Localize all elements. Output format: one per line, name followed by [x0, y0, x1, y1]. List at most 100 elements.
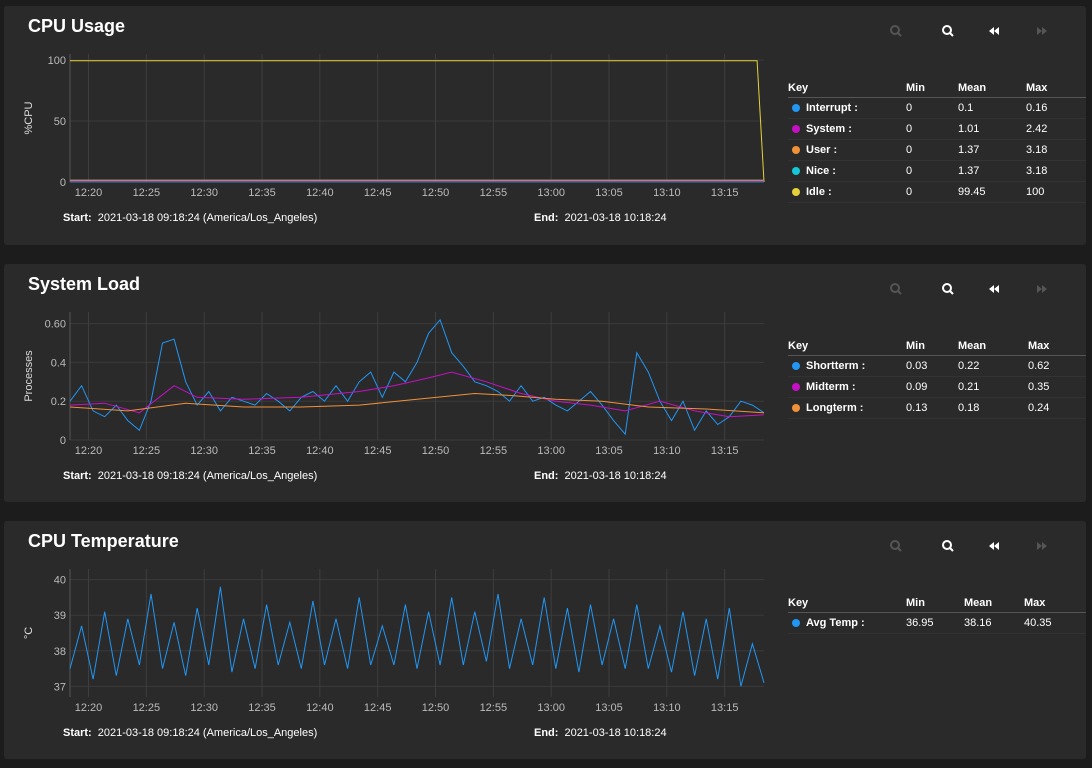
- end-value: 2021-03-18 10:18:24: [564, 212, 667, 224]
- legend-row[interactable]: Shortterm : 0.03 0.22 0.62: [788, 355, 1086, 377]
- rewind-button[interactable]: [982, 20, 1006, 42]
- y-tick-label: 0: [60, 435, 66, 447]
- y-tick-label: 0.60: [45, 319, 66, 331]
- legend-key: Longterm :: [806, 402, 864, 414]
- end-info: End: 2021-03-18 10:18:24: [534, 470, 667, 482]
- x-tick-label: 13:10: [653, 187, 681, 199]
- x-tick-label: 12:45: [364, 702, 392, 714]
- series-line: [70, 60, 765, 183]
- zoom-out-button[interactable]: [936, 20, 960, 42]
- cpu-temperature-chart[interactable]: °C 37 38 39 40 12:20 12:25 12:30 12:35 12:40 12:45…: [18, 565, 778, 717]
- x-tick-label: 12:30: [190, 445, 218, 457]
- legend-row[interactable]: User : 0 1.37 3.18: [788, 139, 1086, 161]
- legend-key: Nice :: [806, 165, 836, 177]
- cpu-usage-panel: CPU Usage %CPU 0 50 100 12:20 12:25 12:30 12:35…: [4, 6, 1086, 245]
- legend-row[interactable]: Idle : 0 99.45 100: [788, 181, 1086, 203]
- x-tick-label: 13:10: [653, 702, 681, 714]
- panel-title: CPU Usage: [28, 16, 126, 36]
- legend-key: Shortterm :: [806, 360, 866, 372]
- start-label: Start:: [63, 212, 92, 224]
- legend-min: 0.09: [906, 376, 958, 398]
- rewind-icon: [989, 285, 999, 293]
- zoom-out-button[interactable]: [936, 535, 960, 557]
- fast-forward-icon: [1037, 285, 1047, 293]
- cpu-usage-chart[interactable]: %CPU 0 50 100 12:20 12:25 12:30 12:35 12:40 12:45…: [18, 50, 778, 202]
- x-tick-label: 13:15: [711, 187, 739, 199]
- zoom-in-button[interactable]: [884, 278, 908, 300]
- rewind-button[interactable]: [982, 535, 1006, 557]
- legend-key: User :: [806, 144, 838, 156]
- legend-max: 0.62: [1028, 355, 1086, 377]
- legend-mean: 0.1: [958, 97, 1026, 119]
- legend-mean: 99.45: [958, 181, 1026, 203]
- x-tick-label: 13:10: [653, 445, 681, 457]
- legend-key-cell: Avg Temp :: [788, 612, 906, 634]
- legend-row[interactable]: Longterm : 0.13 0.18 0.24: [788, 397, 1086, 419]
- legend-row[interactable]: Avg Temp : 36.95 38.16 40.35: [788, 612, 1086, 634]
- legend-header-min: Min: [906, 79, 958, 98]
- legend-row[interactable]: System : 0 1.01 2.42: [788, 118, 1086, 140]
- legend-min: 0: [906, 181, 958, 203]
- fast-forward-button[interactable]: [1030, 20, 1054, 42]
- x-tick-label: 12:55: [480, 445, 508, 457]
- legend-header-key: Key: [788, 79, 906, 98]
- series-dot-icon: [792, 146, 800, 154]
- legend-row[interactable]: Nice : 0 1.37 3.18: [788, 160, 1086, 182]
- x-tick-label: 12:50: [422, 445, 450, 457]
- series-dot-icon: [792, 167, 800, 175]
- legend-mean: 1.37: [958, 160, 1026, 182]
- legend-mean: 0.21: [958, 376, 1028, 398]
- x-tick-label: 13:05: [595, 445, 623, 457]
- legend-max: 2.42: [1026, 118, 1086, 140]
- legend-min: 0.13: [906, 397, 958, 419]
- start-label: Start:: [63, 727, 92, 739]
- legend-key-cell: Interrupt :: [788, 97, 906, 119]
- legend-mean: 1.37: [958, 139, 1026, 161]
- legend-key: System :: [806, 123, 852, 135]
- y-tick-label: 0.4: [51, 357, 66, 369]
- legend-min: 0: [906, 160, 958, 182]
- x-tick-label: 12:55: [480, 702, 508, 714]
- rewind-button[interactable]: [982, 278, 1006, 300]
- zoom-in-button[interactable]: [884, 535, 908, 557]
- x-tick-label: 13:05: [595, 702, 623, 714]
- y-axis-label: °C: [23, 627, 35, 639]
- series-line: [69, 371, 765, 418]
- x-tick-label: 12:50: [422, 702, 450, 714]
- legend-header-mean: Mean: [958, 79, 1026, 98]
- x-tick-label: 12:20: [75, 187, 103, 199]
- legend-row[interactable]: Interrupt : 0 0.1 0.16: [788, 97, 1086, 119]
- zoom-in-button[interactable]: [884, 20, 908, 42]
- end-value: 2021-03-18 10:18:24: [564, 727, 667, 739]
- legend-min: 0: [906, 118, 958, 140]
- end-label: End:: [534, 727, 559, 739]
- start-info: Start: 2021-03-18 09:18:24 (America/Los_A…: [63, 727, 317, 739]
- panel-title: CPU Temperature: [28, 531, 179, 551]
- series-dot-icon: [792, 188, 800, 196]
- legend-key-cell: Shortterm :: [788, 355, 906, 377]
- start-value: 2021-03-18 09:18:24 (America/Los_Angeles…: [97, 727, 318, 739]
- zoom-out-icon: [942, 283, 954, 295]
- rewind-icon: [989, 27, 999, 35]
- x-tick-label: 12:35: [248, 187, 276, 199]
- legend-mean: 0.22: [958, 355, 1028, 377]
- chart-toolbar: [884, 535, 1054, 557]
- x-tick-label: 12:55: [480, 187, 508, 199]
- x-tick-label: 12:30: [190, 187, 218, 199]
- x-tick-label: 12:40: [306, 702, 334, 714]
- legend-min: 0: [906, 97, 958, 119]
- legend-row[interactable]: Midterm : 0.09 0.21 0.35: [788, 376, 1086, 398]
- end-value: 2021-03-18 10:18:24: [564, 470, 667, 482]
- legend-key-cell: Nice :: [788, 160, 906, 182]
- legend-mean: 0.18: [958, 397, 1028, 419]
- fast-forward-button[interactable]: [1030, 278, 1054, 300]
- zoom-out-button[interactable]: [936, 278, 960, 300]
- system-load-chart[interactable]: Processes 0 0.2 0.4 0.60 12:20 12:25 12:30 12:35…: [18, 308, 778, 460]
- legend-key-cell: Longterm :: [788, 397, 906, 419]
- fast-forward-button[interactable]: [1030, 535, 1054, 557]
- legend-header-mean: Mean: [964, 594, 1024, 613]
- y-tick-label: 50: [54, 116, 66, 128]
- chart-toolbar: [884, 20, 1054, 42]
- x-tick-label: 12:25: [133, 445, 161, 457]
- zoom-out-icon: [942, 540, 954, 552]
